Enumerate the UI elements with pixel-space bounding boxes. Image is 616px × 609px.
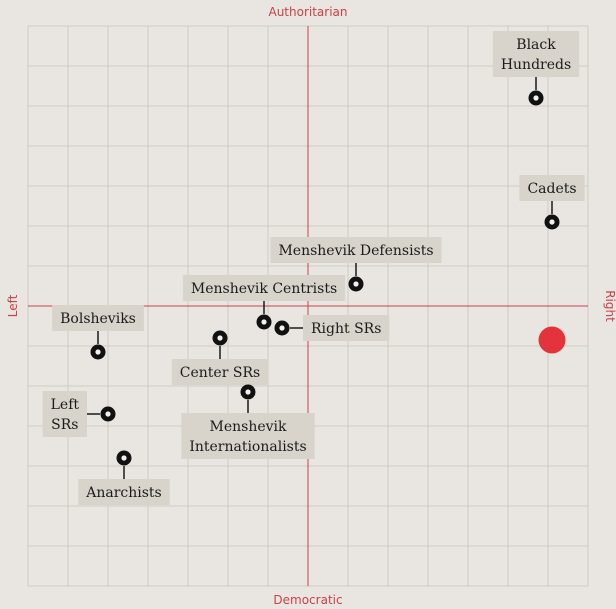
label-box bbox=[181, 413, 315, 459]
highlight-marker bbox=[538, 326, 566, 354]
axis-labels: Authoritarian Democratic Left Right bbox=[6, 5, 616, 607]
label-box bbox=[492, 31, 580, 77]
party-point: Left SRs bbox=[42, 391, 116, 437]
data-points: Black Hundreds Cadets Menshevik Defensists M… bbox=[42, 31, 585, 505]
party-point: Anarchists bbox=[78, 450, 170, 505]
party-point: Menshevik Internationalists bbox=[181, 384, 315, 459]
label-box bbox=[303, 315, 390, 341]
party-point: Black Hundreds bbox=[492, 31, 580, 106]
axis-label-bottom: Democratic bbox=[273, 593, 342, 607]
label-box bbox=[52, 305, 144, 331]
party-label: Right SRs bbox=[311, 321, 381, 337]
label-box bbox=[270, 237, 442, 263]
label-box bbox=[182, 275, 346, 301]
label-box bbox=[78, 479, 170, 505]
party-label: SRs bbox=[51, 417, 78, 433]
party-point: Right SRs bbox=[274, 315, 390, 341]
party-label: Cadets bbox=[527, 181, 576, 197]
point-marker-center bbox=[121, 455, 127, 461]
point-marker-center bbox=[549, 219, 555, 225]
party-label: Left bbox=[51, 397, 80, 413]
party-label: Bolsheviks bbox=[60, 311, 136, 327]
party-label: Menshevik Defensists bbox=[278, 243, 433, 259]
party-point: Bolsheviks bbox=[52, 305, 144, 360]
party-label: Black bbox=[516, 37, 556, 53]
party-point: Center SRs bbox=[171, 330, 269, 385]
point-marker-center bbox=[245, 389, 251, 395]
label-box bbox=[171, 359, 269, 385]
point-marker-center bbox=[533, 95, 539, 101]
party-point: Menshevik Defensists bbox=[270, 237, 442, 292]
party-label: Menshevik bbox=[210, 419, 288, 435]
axis-label-right: Right bbox=[603, 290, 616, 322]
axis-label-left: Left bbox=[6, 294, 20, 317]
party-label: Internationalists bbox=[189, 439, 306, 455]
party-label: Menshevik Centrists bbox=[191, 281, 337, 297]
point-marker-center bbox=[95, 349, 101, 355]
party-label: Hundreds bbox=[501, 57, 571, 73]
party-label: Anarchists bbox=[85, 485, 162, 501]
point-marker-center bbox=[105, 411, 111, 417]
label-box bbox=[42, 391, 87, 437]
party-point: Menshevik Centrists bbox=[182, 275, 346, 330]
point-marker-center bbox=[217, 335, 223, 341]
point-marker-center bbox=[353, 281, 359, 287]
party-label: Center SRs bbox=[180, 365, 260, 381]
label-box bbox=[519, 175, 585, 201]
point-marker-center bbox=[279, 325, 285, 331]
party-point: Cadets bbox=[519, 175, 585, 230]
point-marker-center bbox=[261, 319, 267, 325]
axis-label-top: Authoritarian bbox=[268, 5, 347, 19]
